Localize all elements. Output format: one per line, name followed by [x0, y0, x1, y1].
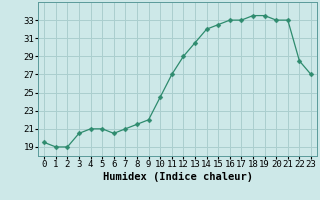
X-axis label: Humidex (Indice chaleur): Humidex (Indice chaleur) — [103, 172, 252, 182]
